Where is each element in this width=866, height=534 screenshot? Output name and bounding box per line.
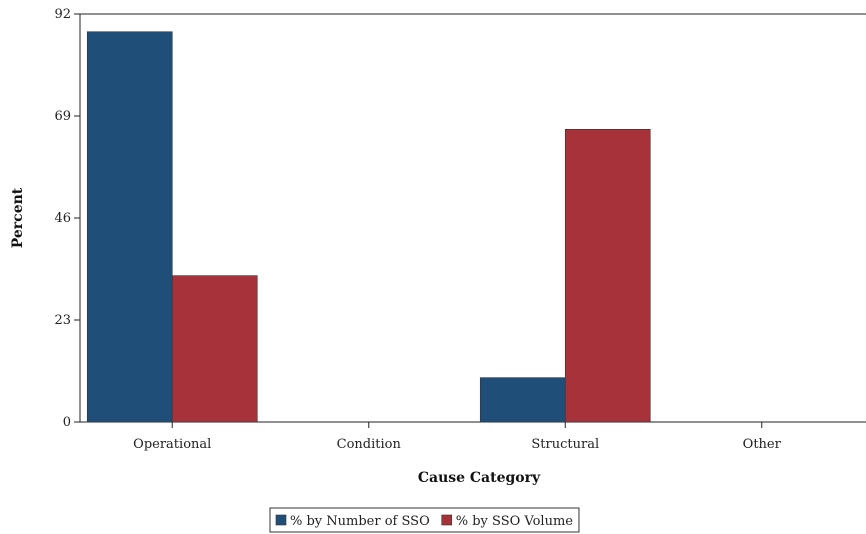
- y-tick-label: 92: [54, 7, 71, 22]
- x-axis-title: Cause Category: [418, 470, 541, 486]
- bar-structural-number: [479, 377, 566, 423]
- x-tick-label: Condition: [337, 437, 402, 452]
- legend-label: % by Number of SSO: [290, 514, 430, 529]
- legend-swatch: [441, 514, 453, 526]
- y-axis-title: Percent: [10, 187, 26, 248]
- y-axis: 0 23 46 69 92: [54, 7, 80, 430]
- legend-box: [269, 507, 580, 533]
- bar-operational-number: [86, 31, 173, 423]
- legend: % by Number of SSO % by SSO Volume: [269, 507, 580, 533]
- bar-operational-volume: [171, 275, 258, 423]
- y-tick-label: 23: [54, 313, 71, 328]
- y-tick-label: 46: [54, 211, 71, 226]
- x-tick-label: Operational: [133, 437, 211, 452]
- y-tick-label: 0: [63, 415, 71, 430]
- bar-structural-volume: [564, 129, 651, 423]
- y-tick-label: 69: [54, 109, 71, 124]
- legend-label: % by SSO Volume: [456, 514, 574, 529]
- x-axis: Operational Condition Structural Other: [133, 422, 782, 452]
- x-tick-label: Other: [743, 437, 782, 452]
- bars: [86, 31, 651, 423]
- x-tick-label: Structural: [531, 437, 599, 452]
- legend-swatch: [275, 514, 287, 526]
